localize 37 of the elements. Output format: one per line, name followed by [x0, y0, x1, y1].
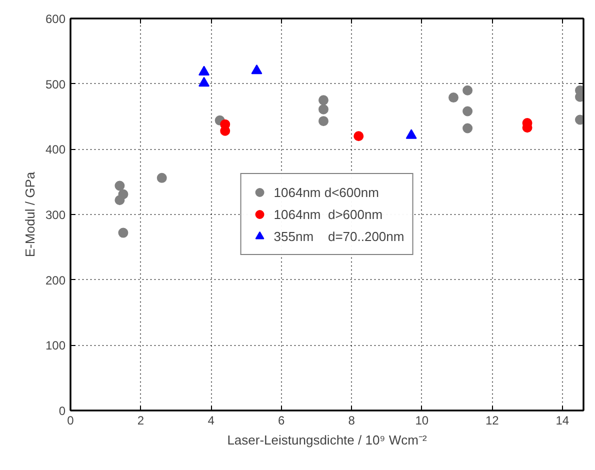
point: [574, 114, 584, 125]
x-tick-label: 0: [67, 414, 74, 428]
x-axis-title: Laser-Leistungsdichte / 10⁹ Wcm⁻²: [227, 432, 428, 448]
x-tick-label: 2: [137, 414, 144, 428]
point: [318, 104, 328, 114]
x-tick-label: 10: [415, 414, 429, 428]
legend-label: 355nm d=70..200nm: [274, 228, 404, 244]
point: [251, 64, 262, 74]
point: [118, 189, 128, 200]
legend-label: 1064nm d<600nm: [274, 184, 379, 200]
point: [462, 106, 473, 116]
y-tick-label: 0: [58, 404, 66, 418]
y-axis-title: E-Modul / GPa: [22, 171, 38, 258]
x-tick-label: 12: [485, 414, 500, 428]
y-tick-label: 200: [45, 273, 66, 288]
point: [462, 85, 473, 96]
point: [198, 66, 210, 76]
point: [114, 180, 125, 191]
x-tick-label: 8: [348, 414, 356, 428]
y-tick-label: 100: [45, 338, 66, 353]
point: [118, 228, 128, 238]
y-tick-label: 500: [45, 77, 66, 92]
y-tick-label: 600: [45, 12, 66, 26]
point: [318, 95, 328, 106]
point: [318, 116, 328, 126]
x-tick-label: 4: [208, 414, 215, 428]
point: [448, 92, 458, 103]
y-tick-label: 400: [45, 142, 66, 157]
point: [198, 76, 210, 87]
point: [406, 129, 417, 139]
legend-label: 1064nm d>600nm: [274, 206, 383, 222]
point: [156, 172, 167, 183]
x-tick-label: 14: [556, 414, 570, 428]
point: [462, 123, 473, 134]
x-tick-label: 6: [278, 414, 285, 428]
y-tick-label: 300: [45, 208, 66, 222]
point: [354, 131, 364, 142]
